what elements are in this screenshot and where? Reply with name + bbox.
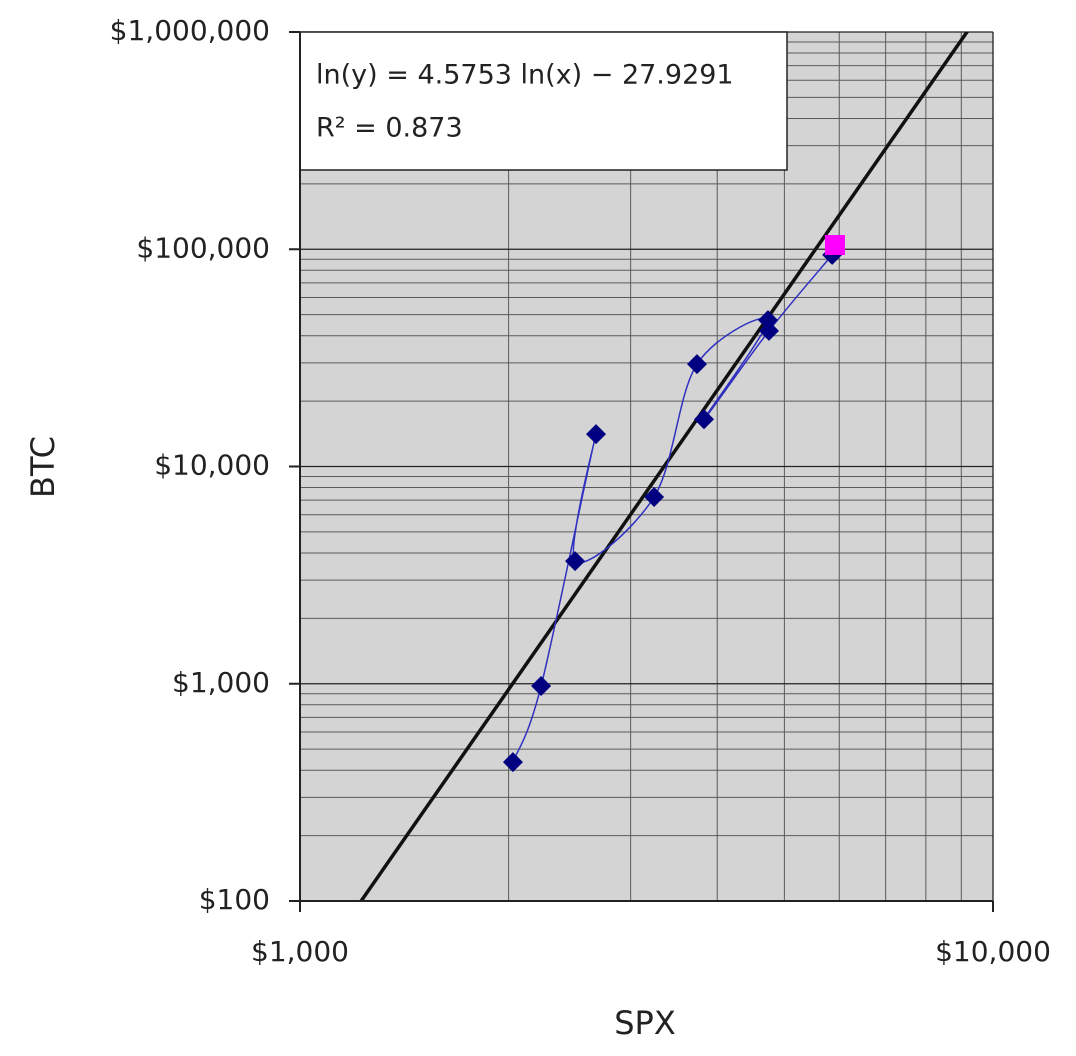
diamond-point bbox=[531, 675, 552, 696]
diamond-point bbox=[502, 752, 523, 773]
x-axis-title: SPX bbox=[614, 1004, 676, 1042]
y-tick-label: $100 bbox=[199, 883, 270, 916]
diamond-point bbox=[693, 409, 714, 430]
annotation-text: ln(y) = 4.5753 ln(x) − 27.9291 bbox=[316, 60, 734, 91]
x-tick-label: $1,000 bbox=[251, 935, 349, 968]
diamond-point bbox=[758, 320, 779, 341]
annotation-layer: ln(y) = 4.5753 ln(x) − 27.9291 R² = 0.873 bbox=[299, 31, 788, 171]
diamond-point bbox=[687, 354, 707, 375]
y-tick-label: $1,000 bbox=[172, 666, 270, 699]
axes-layer: $100 $1,000 $10,000 $100,000 $1,000,000 $1,00… bbox=[110, 14, 1051, 968]
y-tick-label: $1,000,000 bbox=[110, 14, 270, 47]
y-tick-label: $10,000 bbox=[154, 449, 270, 482]
annotation-text: R² = 0.873 bbox=[316, 113, 463, 144]
annotation-box bbox=[299, 31, 788, 171]
grid bbox=[299, 31, 994, 902]
y-axis-title: BTC bbox=[24, 436, 62, 498]
diamond-point bbox=[586, 424, 607, 445]
diamond-point bbox=[565, 551, 586, 572]
square-point bbox=[824, 235, 845, 256]
marks-layer bbox=[502, 235, 845, 773]
y-tick-label: $100,000 bbox=[136, 231, 270, 264]
diamond-point bbox=[644, 486, 665, 507]
x-tick-label: $10,000 bbox=[935, 935, 1051, 968]
trend-layer bbox=[358, 32, 970, 901]
trendline bbox=[358, 32, 970, 901]
